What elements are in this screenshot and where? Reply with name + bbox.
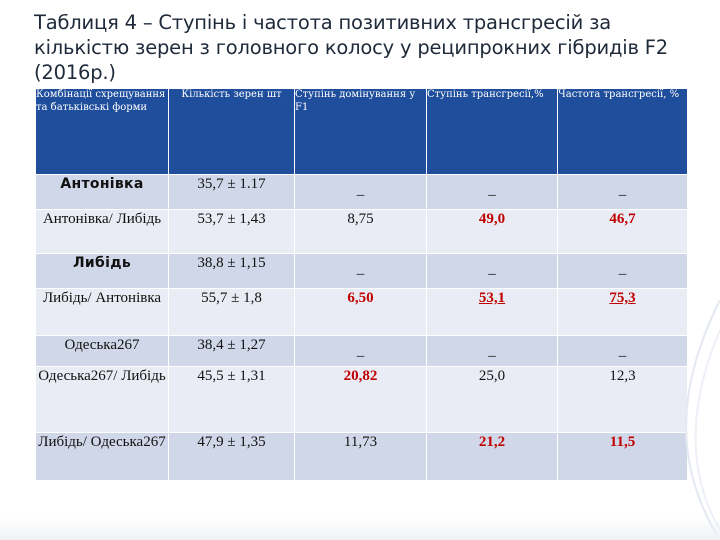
row-name: Одеська267 <box>35 335 169 367</box>
row-name: Одеська267/ Либідь <box>35 366 169 433</box>
header-transgression-frequency: Частота трансгресії, % <box>557 88 688 175</box>
cell-dominance: 8,75 <box>294 209 427 254</box>
cell-degree: 21,2 <box>426 432 558 481</box>
cell-grain: 45,5 ± 1,31 <box>168 366 295 433</box>
table-header-row: Комбінації схрещування та батьківські фо… <box>35 88 688 175</box>
cell-grain: 38,8 ± 1,15 <box>168 253 295 289</box>
header-transgression-degree: Ступінь трансгресії,% <box>426 88 558 175</box>
cell-grain: 38,4 ± 1,27 <box>168 335 295 367</box>
header-grain-count: Кількість зерен шт <box>168 88 295 175</box>
table-row: Одеська267 38,4 ± 1,27 _ _ _ <box>35 335 688 367</box>
cell-dominance: _ <box>294 174 427 210</box>
cell-dominance: 6,50 <box>294 288 427 336</box>
table-row: Либідь/ Антонівка 55,7 ± 1,8 6,50 53,1 7… <box>35 288 688 336</box>
cell-degree: _ <box>426 253 558 289</box>
cell-frequency: _ <box>557 253 688 289</box>
cell-dominance: _ <box>294 253 427 289</box>
cell-frequency: 11,5 <box>557 432 688 481</box>
cell-degree: 53,1 <box>426 288 558 336</box>
table-row: Антонівка/ Либідь 53,7 ± 1,43 8,75 49,0 … <box>35 209 688 254</box>
header-dominance-degree: Ступінь домінування у F1 <box>294 88 427 175</box>
cell-frequency: 75,3 <box>557 288 688 336</box>
cell-degree: _ <box>426 335 558 367</box>
table-row: Либідь/ Одеська267 47,9 ± 1,35 11,73 21,… <box>35 432 688 481</box>
slide-footer-band <box>0 518 720 540</box>
table-row: Либідь 38,8 ± 1,15 _ _ _ <box>35 253 688 289</box>
cell-degree: _ <box>426 174 558 210</box>
slide-title: Таблиця 4 – Ступінь і частота позитивних… <box>34 11 668 84</box>
cell-frequency: _ <box>557 174 688 210</box>
decorative-swoosh <box>685 300 720 540</box>
table-row: Антонівка 35,7 ± 1.17 _ _ _ <box>35 174 688 210</box>
cell-dominance: 11,73 <box>294 432 427 481</box>
cell-grain: 55,7 ± 1,8 <box>168 288 295 336</box>
cell-degree: 25,0 <box>426 366 558 433</box>
row-name: Антонівка <box>35 174 169 210</box>
table-row: Одеська267/ Либідь 45,5 ± 1,31 20,82 25,… <box>35 366 688 433</box>
row-name: Либідь <box>35 253 169 289</box>
cell-degree: 49,0 <box>426 209 558 254</box>
cell-grain: 35,7 ± 1.17 <box>168 174 295 210</box>
row-name: Антонівка/ Либідь <box>35 209 169 254</box>
cell-dominance: _ <box>294 335 427 367</box>
cell-grain: 53,7 ± 1,43 <box>168 209 295 254</box>
row-name: Либідь/ Одеська267 <box>35 432 169 481</box>
cell-grain: 47,9 ± 1,35 <box>168 432 295 481</box>
row-name: Либідь/ Антонівка <box>35 288 169 336</box>
data-table: Комбінації схрещування та батьківські фо… <box>35 88 688 481</box>
cell-frequency: 12,3 <box>557 366 688 433</box>
cell-dominance: 20,82 <box>294 366 427 433</box>
cell-frequency: 46,7 <box>557 209 688 254</box>
header-combinations: Комбінації схрещування та батьківські фо… <box>35 88 169 175</box>
